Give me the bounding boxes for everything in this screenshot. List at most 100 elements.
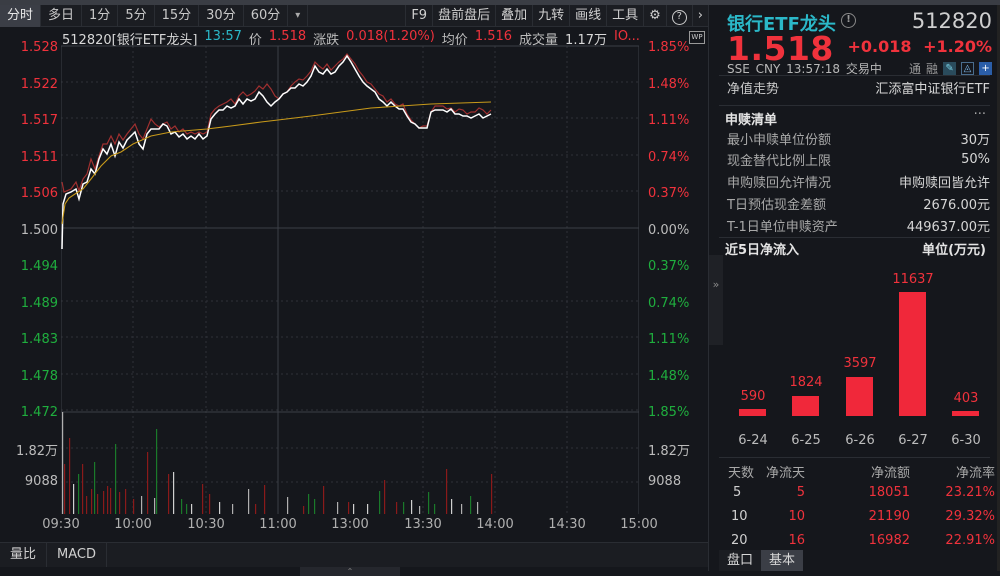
- change-label: 涨跌: [313, 33, 340, 48]
- cell: 22.91%: [945, 533, 995, 548]
- y-label: 1.489: [20, 296, 58, 311]
- market-meta: SSE CNY 13:57:18 交易中: [727, 62, 882, 76]
- bell-icon[interactable]: ◬: [961, 62, 975, 75]
- quote-info-bar: 512820[银行ETF龙头] 13:57 价 1.518 涨跌 0.018(1…: [62, 29, 640, 48]
- header-net-rate: 净流率: [955, 466, 995, 481]
- info-row: T日预估现金差额 2676.00元: [719, 192, 990, 214]
- net-value-row[interactable]: 净值走势 汇添富中证银行ETF: [719, 76, 990, 98]
- y-label: 1.472: [20, 405, 58, 420]
- tab-macd[interactable]: MACD: [47, 543, 107, 567]
- bar-value: 590: [740, 389, 766, 404]
- bar-date: 6-25: [791, 433, 821, 448]
- y-label: 1.494: [20, 259, 58, 274]
- security-code: 512820: [911, 9, 992, 33]
- help-icon[interactable]: ?: [665, 4, 692, 27]
- row-key: 现金替代比例上限: [727, 153, 832, 169]
- next-icon[interactable]: ›: [691, 4, 708, 27]
- bar-date: 6-26: [845, 433, 875, 448]
- tag-icons: 通 融 ✎ ◬ +: [909, 60, 993, 77]
- header-net-days: 净流天: [765, 466, 805, 481]
- info-row: 最小申赎单位份额 30万: [719, 127, 990, 149]
- price-change: +0.018 +1.20%: [847, 37, 992, 56]
- vol-label: 9088: [648, 474, 682, 489]
- bar: [739, 409, 766, 416]
- net-inflow-title: 近5日净流入: [725, 243, 800, 258]
- tab-15min[interactable]: 15分: [155, 4, 200, 27]
- y-label: 1.506: [20, 186, 58, 201]
- info-row: T-1日单位申赎资产 449637.00元: [719, 214, 990, 236]
- cell: 29.32%: [945, 509, 995, 524]
- more-icon[interactable]: ···: [973, 107, 986, 122]
- code-name: 512820[银行ETF龙头]: [62, 33, 198, 48]
- bar: [952, 411, 979, 416]
- draw-line-button[interactable]: 画线: [569, 4, 606, 27]
- x-label: 10:30: [187, 517, 225, 532]
- tools-button[interactable]: 工具: [606, 4, 643, 27]
- row-value: 申购赎回皆允许: [898, 175, 990, 191]
- tab-volume-ratio[interactable]: 量比: [0, 543, 48, 567]
- bar-value: 11637: [892, 272, 934, 287]
- pct-label: 1.11%: [648, 113, 690, 128]
- tab-intraday[interactable]: 分时: [0, 4, 42, 27]
- help-glyph: ?: [671, 9, 687, 25]
- cell: 5: [796, 485, 805, 500]
- info-icon[interactable]: !: [841, 13, 856, 28]
- pct-label: 0.74%: [648, 150, 690, 165]
- tag-rong: 融: [926, 62, 939, 76]
- tab-1min[interactable]: 1分: [82, 4, 119, 27]
- tab-basic[interactable]: 基本: [761, 550, 804, 571]
- section-title-redemption: 申赎清单: [725, 113, 778, 128]
- row-key: T日预估现金差额: [727, 197, 826, 213]
- last-price: 1.518: [727, 29, 834, 68]
- net-inflow-unit: 单位(万元): [922, 243, 986, 258]
- vol-label: 9088: [24, 474, 58, 489]
- row-value: 449637.00元: [906, 219, 990, 235]
- intraday-chart-panel: 分时 多日 1分 5分 15分 30分 60分 ▾ F9 盘前盘后 叠加 九转 …: [0, 4, 708, 576]
- table-header: 天数 净流天 净流额 净流率: [725, 462, 995, 484]
- cell: 18051: [868, 485, 910, 500]
- bar: [846, 377, 873, 416]
- edit-icon[interactable]: ✎: [943, 62, 957, 75]
- overlay-button[interactable]: 叠加: [495, 4, 532, 27]
- add-icon[interactable]: +: [979, 62, 993, 75]
- change-abs: +0.018: [847, 37, 912, 56]
- tab-multi-day[interactable]: 多日: [41, 4, 83, 27]
- pct-label: 0.37%: [648, 259, 690, 274]
- pct-label: 0.00%: [648, 223, 690, 238]
- settings-icon[interactable]: ⚙: [643, 4, 666, 27]
- tab-order-book[interactable]: 盘口: [719, 550, 762, 571]
- collapse-panel-icon[interactable]: »: [709, 255, 723, 345]
- tab-5min[interactable]: 5分: [118, 4, 155, 27]
- bar: [899, 292, 926, 416]
- change-value: 0.018(1.20%): [346, 29, 435, 44]
- iopv-value: IO...: [614, 29, 640, 44]
- bar-value: 1824: [789, 375, 823, 390]
- x-label: 15:00: [620, 517, 658, 532]
- y-label: 1.483: [20, 332, 58, 347]
- x-label: 10:00: [114, 517, 152, 532]
- cell: 5: [733, 485, 742, 500]
- nine-turn-button[interactable]: 九转: [532, 4, 569, 27]
- period-toolbar: 分时 多日 1分 5分 15分 30分 60分 ▾ F9 盘前盘后 叠加 九转 …: [0, 4, 708, 27]
- wp-icon[interactable]: WP: [689, 31, 705, 44]
- f9-button[interactable]: F9: [405, 4, 432, 27]
- more-periods-icon[interactable]: ▾: [288, 4, 309, 27]
- tab-60min[interactable]: 60分: [244, 4, 289, 27]
- y-label: 1.522: [20, 77, 58, 92]
- price-chart[interactable]: [61, 44, 639, 514]
- pre-post-market-button[interactable]: 盘前盘后: [432, 4, 495, 27]
- change-pct: +1.20%: [923, 37, 992, 56]
- scrollbar[interactable]: [997, 5, 1000, 571]
- pct-label: 1.11%: [648, 332, 690, 347]
- tab-30min[interactable]: 30分: [199, 4, 244, 27]
- row-key: T-1日单位申赎资产: [727, 219, 838, 235]
- cell: 23.21%: [945, 485, 995, 500]
- pct-label: 1.85%: [648, 40, 690, 55]
- header-net-amount: 净流额: [870, 466, 910, 481]
- y-label: 1.528: [20, 40, 58, 55]
- header-days: 天数: [728, 466, 755, 481]
- x-label: 14:30: [548, 517, 586, 532]
- volume-label: 成交量: [519, 33, 559, 48]
- expand-handle-icon[interactable]: ⌃: [300, 567, 400, 576]
- info-row: 申购赎回允许情况 申购赎回皆允许: [719, 170, 990, 192]
